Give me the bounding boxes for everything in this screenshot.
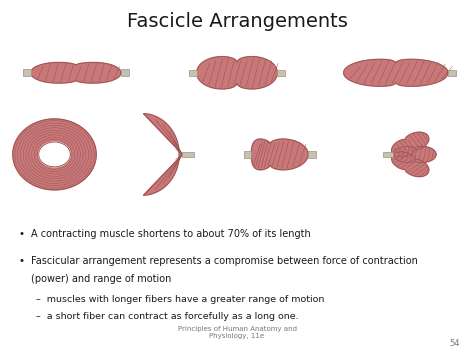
Polygon shape [392, 132, 429, 157]
Bar [190, 70, 197, 76]
FancyBboxPatch shape [121, 69, 129, 76]
Polygon shape [251, 139, 308, 170]
Text: •: • [18, 229, 24, 239]
Text: –  muscles with longer fibers have a greater range of motion: – muscles with longer fibers have a grea… [36, 295, 324, 304]
Text: A contracting muscle shortens to about 70% of its length: A contracting muscle shortens to about 7… [31, 229, 310, 239]
Polygon shape [144, 114, 182, 195]
Polygon shape [39, 142, 70, 167]
FancyBboxPatch shape [23, 69, 31, 76]
Polygon shape [344, 59, 448, 86]
Bar [244, 151, 251, 158]
Bar [182, 152, 194, 157]
Bar [308, 151, 316, 158]
Text: (power) and range of motion: (power) and range of motion [31, 274, 171, 284]
Polygon shape [197, 56, 277, 89]
Text: Fascicular arrangement represents a compromise between force of contraction: Fascicular arrangement represents a comp… [31, 256, 418, 266]
Bar [277, 70, 284, 76]
Text: Fascicle Arrangements: Fascicle Arrangements [127, 12, 347, 32]
Text: Principles of Human Anatomy and
Physiology, 11e: Principles of Human Anatomy and Physiolo… [177, 326, 297, 339]
Text: 54: 54 [449, 339, 460, 348]
Bar [448, 70, 456, 76]
Polygon shape [31, 62, 121, 83]
Text: –  a short fiber can contract as forcefully as a long one.: – a short fiber can contract as forceful… [36, 312, 298, 321]
Text: •: • [18, 256, 24, 266]
Polygon shape [392, 152, 429, 177]
Polygon shape [393, 146, 436, 163]
Bar [383, 152, 393, 157]
Polygon shape [13, 119, 96, 190]
